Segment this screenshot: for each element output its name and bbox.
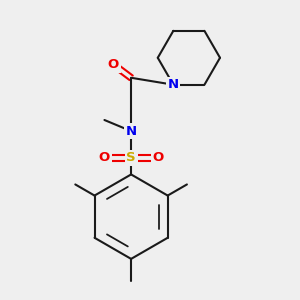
Text: O: O [152, 151, 164, 164]
Text: S: S [126, 151, 136, 164]
Text: N: N [125, 124, 137, 138]
Text: N: N [168, 78, 179, 91]
Text: O: O [108, 58, 119, 71]
Text: O: O [99, 151, 110, 164]
